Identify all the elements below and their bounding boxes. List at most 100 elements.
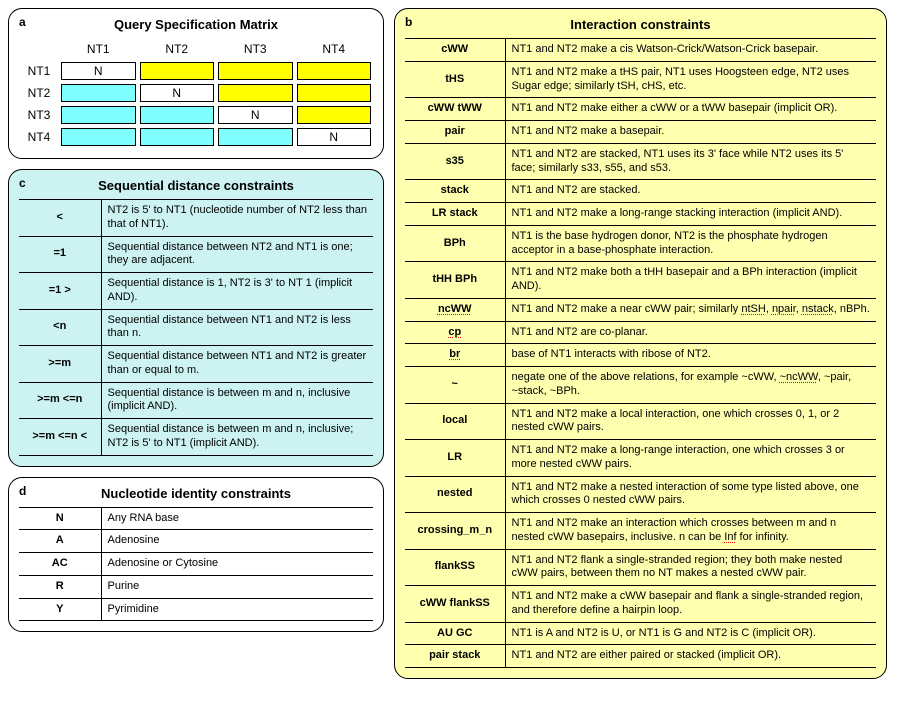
table-row: <nSequential distance between NT1 and NT… xyxy=(19,309,373,346)
constraint-desc: Sequential distance between NT2 and NT1 … xyxy=(101,236,373,273)
matrix-cell xyxy=(295,60,374,82)
table-row: BPhNT1 is the base hydrogen donor, NT2 i… xyxy=(405,225,876,262)
constraint-key: Y xyxy=(19,598,101,621)
row-header: NT2 xyxy=(19,82,59,104)
constraint-key: cWW flankSS xyxy=(405,586,505,623)
constraint-desc: Sequential distance between NT1 and NT2 … xyxy=(101,309,373,346)
matrix-cell xyxy=(138,60,217,82)
panel-d-table: NAny RNA baseAAdenosineACAdenosine or Cy… xyxy=(19,507,373,622)
table-row: LRNT1 and NT2 make a long-range interact… xyxy=(405,440,876,477)
matrix-row: NT1N xyxy=(19,60,373,82)
table-row: cWWNT1 and NT2 make a cis Watson-Crick/W… xyxy=(405,39,876,62)
constraint-desc: NT1 and NT2 are stacked, NT1 uses its 3'… xyxy=(505,143,876,180)
table-row: brbase of NT1 interacts with ribose of N… xyxy=(405,344,876,367)
query-matrix: NT1 NT2 NT3 NT4 NT1NNT2 NNT3NNT4 N xyxy=(19,38,373,148)
constraint-desc: Pyrimidine xyxy=(101,598,373,621)
constraint-key: nested xyxy=(405,476,505,513)
constraint-desc: NT1 and NT2 make a basepair. xyxy=(505,121,876,144)
panel-b: b Interaction constraints cWWNT1 and NT2… xyxy=(394,8,887,679)
panel-d-title: Nucleotide identity constraints xyxy=(19,486,373,501)
row-header: NT1 xyxy=(19,60,59,82)
table-row: >=m <=n <Sequential distance is between … xyxy=(19,419,373,456)
panel-c-letter: c xyxy=(19,176,26,190)
constraint-key: AU GC xyxy=(405,622,505,645)
constraint-key: R xyxy=(19,575,101,598)
matrix-cell: N xyxy=(138,82,217,104)
constraint-desc: NT1 and NT2 make both a tHH basepair and… xyxy=(505,262,876,299)
constraint-key: pair stack xyxy=(405,645,505,668)
table-row: =1 >Sequential distance is 1, NT2 is 3' … xyxy=(19,273,373,310)
constraint-key: tHS xyxy=(405,61,505,98)
panel-c-title: Sequential distance constraints xyxy=(19,178,373,193)
constraint-desc: Purine xyxy=(101,575,373,598)
constraint-desc: NT2 is 5' to NT1 (nucleotide number of N… xyxy=(101,200,373,237)
constraint-desc: Sequential distance is between m and n, … xyxy=(101,419,373,456)
table-row: AAdenosine xyxy=(19,530,373,553)
constraint-key: LR xyxy=(405,440,505,477)
constraint-key: flankSS xyxy=(405,549,505,586)
constraint-key: pair xyxy=(405,121,505,144)
constraint-desc: Any RNA base xyxy=(101,507,373,530)
panel-b-letter: b xyxy=(405,15,412,29)
constraint-key: ~ xyxy=(405,367,505,404)
matrix-row: NT2 N xyxy=(19,82,373,104)
constraint-desc: Sequential distance is 1, NT2 is 3' to N… xyxy=(101,273,373,310)
constraint-key: stack xyxy=(405,180,505,203)
constraint-desc: NT1 and NT2 make an interaction which cr… xyxy=(505,513,876,550)
table-row: =1Sequential distance between NT2 and NT… xyxy=(19,236,373,273)
matrix-cell xyxy=(216,60,295,82)
constraint-desc: NT1 and NT2 make a cis Watson-Crick/Wats… xyxy=(505,39,876,62)
table-row: stackNT1 and NT2 are stacked. xyxy=(405,180,876,203)
constraint-key: N xyxy=(19,507,101,530)
table-row: AU GCNT1 is A and NT2 is U, or NT1 is G … xyxy=(405,622,876,645)
constraint-desc: NT1 is the base hydrogen donor, NT2 is t… xyxy=(505,225,876,262)
constraint-desc: NT1 is A and NT2 is U, or NT1 is G and N… xyxy=(505,622,876,645)
panel-a: a Query Specification Matrix NT1 NT2 NT3… xyxy=(8,8,384,159)
panel-c-table: <NT2 is 5' to NT1 (nucleotide number of … xyxy=(19,199,373,456)
constraint-desc: Adenosine xyxy=(101,530,373,553)
col-header: NT3 xyxy=(216,38,295,60)
panel-a-letter: a xyxy=(19,15,26,29)
constraint-desc: NT1 and NT2 make a local interaction, on… xyxy=(505,403,876,440)
table-row: flankSSNT1 and NT2 flank a single-strand… xyxy=(405,549,876,586)
matrix-row: NT3N xyxy=(19,104,373,126)
constraint-desc: NT1 and NT2 make a cWW basepair and flan… xyxy=(505,586,876,623)
constraint-key: =1 > xyxy=(19,273,101,310)
matrix-cell xyxy=(295,82,374,104)
constraint-key: AC xyxy=(19,553,101,576)
table-row: >=mSequential distance between NT1 and N… xyxy=(19,346,373,383)
panel-c: c Sequential distance constraints <NT2 i… xyxy=(8,169,384,467)
matrix-header-row: NT1 NT2 NT3 NT4 xyxy=(19,38,373,60)
matrix-cell xyxy=(59,82,138,104)
constraint-desc: NT1 and NT2 make a long-range interactio… xyxy=(505,440,876,477)
table-row: pairNT1 and NT2 make a basepair. xyxy=(405,121,876,144)
constraint-key: crossing_m_n xyxy=(405,513,505,550)
table-row: LR stackNT1 and NT2 make a long-range st… xyxy=(405,203,876,226)
constraint-key: ncWW xyxy=(405,298,505,321)
panel-b-table: cWWNT1 and NT2 make a cis Watson-Crick/W… xyxy=(405,38,876,668)
table-row: ncWWNT1 and NT2 make a near cWW pair; si… xyxy=(405,298,876,321)
constraint-key: LR stack xyxy=(405,203,505,226)
panel-d-letter: d xyxy=(19,484,26,498)
matrix-cell: N xyxy=(295,126,374,148)
table-row: s35NT1 and NT2 are stacked, NT1 uses its… xyxy=(405,143,876,180)
constraint-key: tHH BPh xyxy=(405,262,505,299)
left-column: a Query Specification Matrix NT1 NT2 NT3… xyxy=(8,8,384,632)
table-row: >=m <=nSequential distance is between m … xyxy=(19,382,373,419)
matrix-cell xyxy=(295,104,374,126)
matrix-cell xyxy=(138,126,217,148)
table-row: cWW tWWNT1 and NT2 make either a cWW or … xyxy=(405,98,876,121)
table-row: crossing_m_nNT1 and NT2 make an interact… xyxy=(405,513,876,550)
table-row: tHSNT1 and NT2 make a tHS pair, NT1 uses… xyxy=(405,61,876,98)
constraint-desc: Adenosine or Cytosine xyxy=(101,553,373,576)
constraint-key: local xyxy=(405,403,505,440)
constraint-key: < xyxy=(19,200,101,237)
constraint-key: A xyxy=(19,530,101,553)
constraint-desc: negate one of the above relations, for e… xyxy=(505,367,876,404)
table-row: RPurine xyxy=(19,575,373,598)
table-row: cpNT1 and NT2 are co-planar. xyxy=(405,321,876,344)
constraint-desc: base of NT1 interacts with ribose of NT2… xyxy=(505,344,876,367)
table-row: <NT2 is 5' to NT1 (nucleotide number of … xyxy=(19,200,373,237)
table-row: pair stackNT1 and NT2 are either paired … xyxy=(405,645,876,668)
row-header: NT4 xyxy=(19,126,59,148)
